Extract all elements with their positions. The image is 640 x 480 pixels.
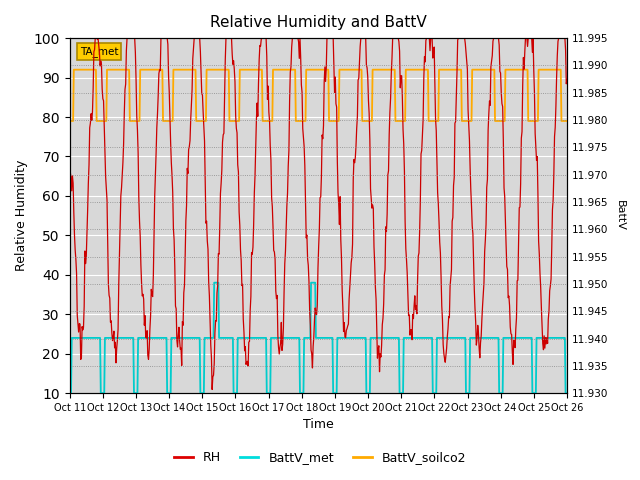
- Title: Relative Humidity and BattV: Relative Humidity and BattV: [210, 15, 427, 30]
- Y-axis label: BattV: BattV: [615, 200, 625, 231]
- X-axis label: Time: Time: [303, 419, 333, 432]
- Y-axis label: Relative Humidity: Relative Humidity: [15, 160, 28, 271]
- Legend: RH, BattV_met, BattV_soilco2: RH, BattV_met, BattV_soilco2: [169, 446, 471, 469]
- Text: TA_met: TA_met: [79, 46, 118, 57]
